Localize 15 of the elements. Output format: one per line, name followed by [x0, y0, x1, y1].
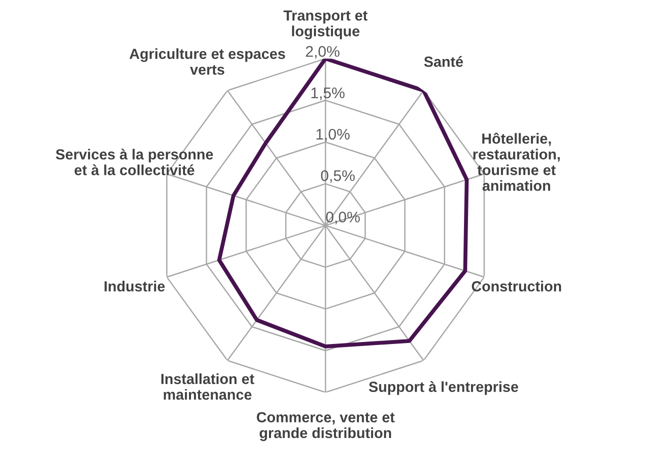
spoke-label: Transport et logistique — [284, 10, 368, 40]
spoke-label: Santé — [424, 56, 463, 67]
spoke-label: Support à l'entreprise — [368, 381, 518, 395]
spoke-label: Services à la personne et à la collectivité — [56, 148, 213, 176]
spoke-label: Agriculture et espaces verts — [130, 48, 286, 75]
y-tick-label: 1,5% — [311, 88, 345, 100]
spoke-label: Installation et maintenance — [161, 373, 254, 400]
spoke-label: Construction — [472, 280, 562, 292]
spoke-label: Industrie — [104, 280, 165, 292]
spoke-label: Hôtellerie, restauration, tourisme et animation — [473, 132, 560, 191]
y-tick-label: 0,5% — [321, 170, 355, 183]
y-tick-label: 1,0% — [316, 128, 350, 142]
y-tick-label: 0,0% — [326, 212, 360, 224]
spoke-label: Commerce, vente et grande distribution — [256, 412, 395, 442]
y-tick-label: 2,0% — [306, 46, 340, 59]
